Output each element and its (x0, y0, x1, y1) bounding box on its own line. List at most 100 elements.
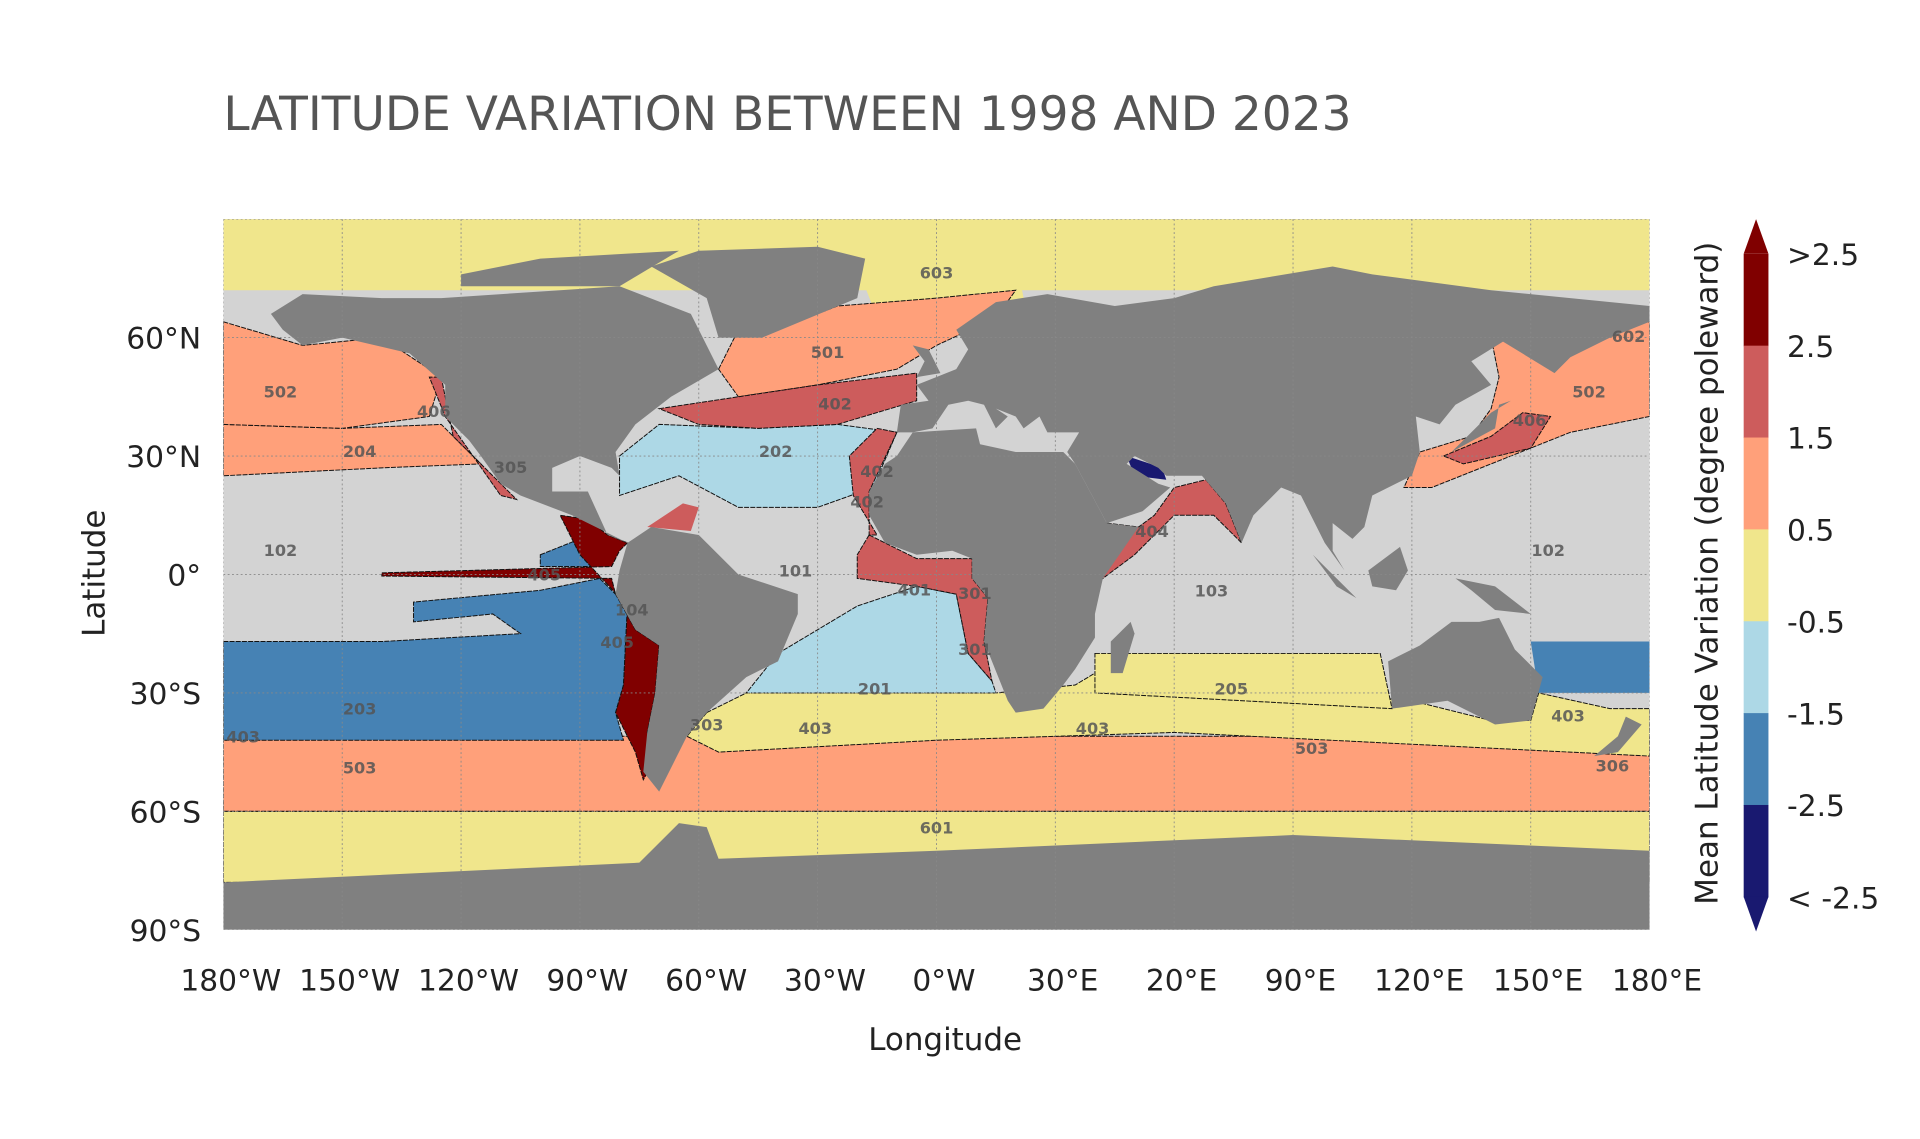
region-label: 402 (860, 462, 894, 481)
colorbar-segment (1743, 621, 1769, 714)
region-label: 403 (1551, 707, 1585, 726)
region-label: 502 (264, 382, 298, 401)
colorbar-label: Mean Latitude Variation (degree poleward… (1690, 242, 1726, 905)
region-502-east (223, 321, 442, 429)
x-tick-label: 150°W (299, 963, 400, 998)
land-greenland (651, 246, 866, 338)
region-label: 203 (343, 699, 377, 718)
region-label: 202 (759, 442, 793, 461)
region-label: 406 (417, 402, 451, 421)
land-australia (1388, 617, 1543, 725)
region-label: 201 (858, 679, 892, 698)
x-tick-label: 180°E (1612, 963, 1702, 998)
y-tick-label: 30°S (130, 677, 202, 712)
x-tick-label: 180°W (180, 963, 281, 998)
colorbar-lower-extend (1743, 896, 1769, 932)
region-401 (856, 534, 993, 683)
region-label: 405 (600, 633, 634, 652)
land-uk (912, 345, 941, 378)
land-canadian-archipelago (461, 250, 679, 287)
region-label: 403 (226, 728, 260, 747)
region-label: 502 (1572, 382, 1606, 401)
colorbar-tick-label: -0.5 (1787, 605, 1845, 640)
land-eurasia (896, 266, 1650, 571)
chart-title: LATITUDE VARIATION BETWEEN 1998 AND 2023 (223, 87, 1351, 142)
region-label: 205 (1214, 679, 1248, 698)
colorbar-tick-label: -2.5 (1787, 789, 1845, 824)
colorbar: >2.5 2.5 1.5 0.5 -0.5 -1.5 -2.5 < -2.5 (1743, 219, 1879, 932)
colorbar-upper-extend (1743, 219, 1769, 254)
region-203-east (1530, 641, 1650, 693)
y-axis-label: Latitude (77, 510, 113, 637)
x-tick-label: 30°W (784, 963, 866, 998)
region-label: 103 (1195, 581, 1229, 600)
land-south-america (615, 527, 798, 792)
land-antarctica (223, 823, 1650, 930)
region-label: 406 (1513, 411, 1547, 430)
region-label: 404 (1135, 522, 1169, 541)
region-label: 301 (958, 584, 992, 603)
y-axis-ticks: 60°N 30°N 0° 30°S 60°S 90°S (126, 322, 201, 949)
map-plot-area: 603 602 501 502 502 406 402 406 204 202 305 402 402 1… (223, 219, 1650, 930)
land-madagascar (1110, 621, 1135, 674)
x-tick-label: 20°E (1146, 963, 1217, 998)
x-tick-label: 90°E (1265, 963, 1336, 998)
y-tick-label: 30°N (126, 440, 201, 475)
region-502-west (1403, 321, 1650, 489)
land-new-guinea (1455, 578, 1531, 614)
colorbar-segment (1743, 345, 1769, 439)
region-label: 402 (850, 493, 884, 512)
region-label: 603 (920, 264, 954, 283)
region-406-east (428, 376, 519, 501)
colorbar-tick-label: 2.5 (1787, 330, 1834, 365)
region-label: 102 (264, 541, 298, 560)
y-tick-label: 0° (167, 559, 201, 594)
region-label: 403 (798, 719, 832, 738)
region-402 (657, 372, 918, 429)
region-label: 503 (1295, 739, 1329, 758)
region-label: 405 (527, 566, 561, 585)
colorbar-tick-label: -1.5 (1787, 697, 1845, 732)
region-label: 501 (811, 343, 845, 362)
region-label: 402 (818, 395, 852, 414)
region-label: 403 (1076, 719, 1110, 738)
colorbar-tick-label: < -2.5 (1787, 882, 1879, 917)
region-405 (381, 514, 660, 781)
region-label: 101 (779, 562, 813, 581)
x-tick-label: 150°E (1493, 963, 1583, 998)
region-label: 301 (958, 640, 992, 659)
region-203 (223, 577, 628, 741)
land-sumatra (1312, 554, 1357, 599)
region-label: 102 (1531, 541, 1565, 560)
region-label: 503 (343, 759, 377, 778)
region-label: 401 (898, 581, 932, 600)
colorbar-segment (1743, 804, 1769, 898)
colorbar-tick-label: 1.5 (1787, 422, 1834, 457)
region-label: 204 (343, 442, 377, 461)
x-axis-ticks: 180°W 150°W 120°W 90°W 60°W 30°W 0°W 30°E 20°E 90… (180, 963, 1702, 998)
colorbar-segment (1743, 529, 1769, 622)
land-new-zealand (1594, 716, 1642, 757)
colorbar-segment (1743, 437, 1769, 531)
x-tick-label: 90°W (546, 963, 628, 998)
land-north-america (270, 286, 719, 543)
colorbar-segment (1743, 713, 1769, 806)
land-borneo (1368, 546, 1408, 591)
y-tick-label: 60°S (130, 795, 202, 830)
x-tick-label: 0°W (912, 963, 975, 998)
region-label: 303 (690, 716, 724, 735)
y-tick-label: 90°S (130, 914, 202, 949)
region-caribbean (647, 503, 699, 531)
y-tick-label: 60°N (126, 322, 201, 357)
x-tick-label: 120°W (418, 963, 519, 998)
x-tick-label: 60°W (665, 963, 747, 998)
x-axis-label: Longitude (868, 1022, 1022, 1058)
land-japan (1451, 400, 1511, 453)
x-tick-label: 30°E (1027, 963, 1098, 998)
region-406-west (1442, 412, 1552, 465)
region-label: 104 (615, 600, 649, 619)
region-label: 602 (1612, 327, 1646, 346)
land-africa (869, 428, 1139, 713)
region-label: 305 (494, 458, 528, 477)
